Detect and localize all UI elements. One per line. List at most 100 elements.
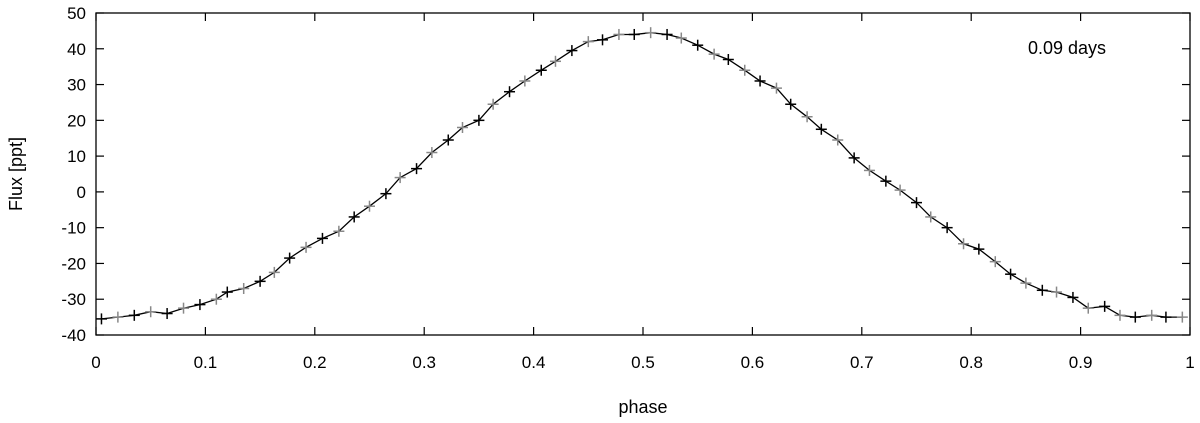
data-point [128,309,140,321]
data-point [645,27,657,39]
data-point [801,111,813,123]
y-tick-label: 10 [67,147,86,166]
data-point [1051,286,1063,298]
data-point [863,164,875,176]
data-point [1146,309,1158,321]
y-tick-label: 0 [77,183,86,202]
x-tick-labels: 0 0.1 0.2 0.3 0.4 0.5 0.6 0.7 0.8 0.9 1 [91,353,1194,372]
data-point [473,114,485,126]
x-tick-label: 1 [1185,353,1194,372]
data-point [815,123,827,135]
data-point [1114,309,1126,321]
data-point [911,197,922,209]
x-axis-title: phase [618,397,667,417]
series-line [101,32,1183,320]
x-tick-label: 0.1 [194,353,218,372]
y-tick-label: 20 [67,111,86,130]
data-point [426,147,438,159]
x-tick-label: 0.4 [522,353,546,372]
data-point [1020,277,1032,289]
data-point [364,200,375,212]
data-point [989,256,1001,268]
data-point [112,311,124,323]
data-point [316,232,328,244]
data-point [832,134,844,146]
data-point [958,238,970,250]
data-point [284,252,296,264]
data-point [178,302,190,314]
data-point [708,48,720,60]
period-annotation: 0.09 days [1028,38,1106,58]
data-point [519,75,531,87]
series-markers [95,27,1188,325]
y-tick-label: 30 [67,76,86,95]
data-point [161,308,173,320]
data-point [941,222,953,234]
data-point [1036,284,1048,296]
data-point [300,241,312,253]
data-point [722,54,734,66]
data-point [848,152,860,164]
y-tick-label: -10 [61,219,86,238]
data-point [739,64,751,76]
data-point [566,45,578,57]
x-tick-label: 0.3 [412,353,436,372]
data-point [238,282,250,294]
data-point [210,293,222,305]
x-tick-label: 0.2 [303,353,327,372]
data-point [754,75,766,87]
data-point [254,275,266,287]
data-point [1082,302,1094,314]
data-point [1129,311,1141,323]
data-point [597,34,609,46]
data-point [535,64,547,76]
data-point [504,86,516,98]
data-point [194,299,206,311]
data-point [880,175,892,187]
data-point [1099,300,1111,312]
data-point [95,313,107,325]
data-point [348,211,360,223]
data-point [1160,311,1172,323]
data-point [380,188,392,200]
axis-ticks [95,12,1191,336]
data-point [1067,291,1079,303]
y-tick-label: 50 [67,4,86,23]
data-point [628,28,640,40]
plot-frame [95,12,1191,336]
data-point [411,163,423,175]
data-point [549,55,561,67]
y-tick-label: -40 [61,326,86,345]
data-point [692,39,704,51]
data-point [221,286,233,298]
x-tick-label: 0 [91,353,100,372]
data-point [785,98,797,110]
data-point [770,82,782,94]
x-tick-label: 0.9 [1069,353,1093,372]
data-point [582,36,594,48]
data-point [973,243,985,255]
data-point [268,266,280,278]
data-point [675,32,687,44]
data-point [442,134,454,146]
data-point [394,172,406,184]
data-point [145,306,157,318]
data-point [1005,268,1017,280]
data-point [1176,311,1188,323]
data-point [925,211,937,223]
data-point [661,28,673,40]
y-tick-labels: 50 40 30 20 10 0 -10 -20 -30 -40 [61,4,86,345]
flux-series [95,27,1188,325]
y-tick-label: -20 [61,254,86,273]
data-point [333,225,345,237]
y-tick-label: -30 [61,290,86,309]
x-tick-label: 0.6 [741,353,765,372]
x-tick-label: 0.5 [631,353,655,372]
data-point [487,98,499,110]
data-point [894,184,906,196]
data-point [456,121,468,133]
x-tick-label: 0.7 [850,353,874,372]
y-tick-label: 40 [67,40,86,59]
x-tick-label: 0.8 [959,353,983,372]
